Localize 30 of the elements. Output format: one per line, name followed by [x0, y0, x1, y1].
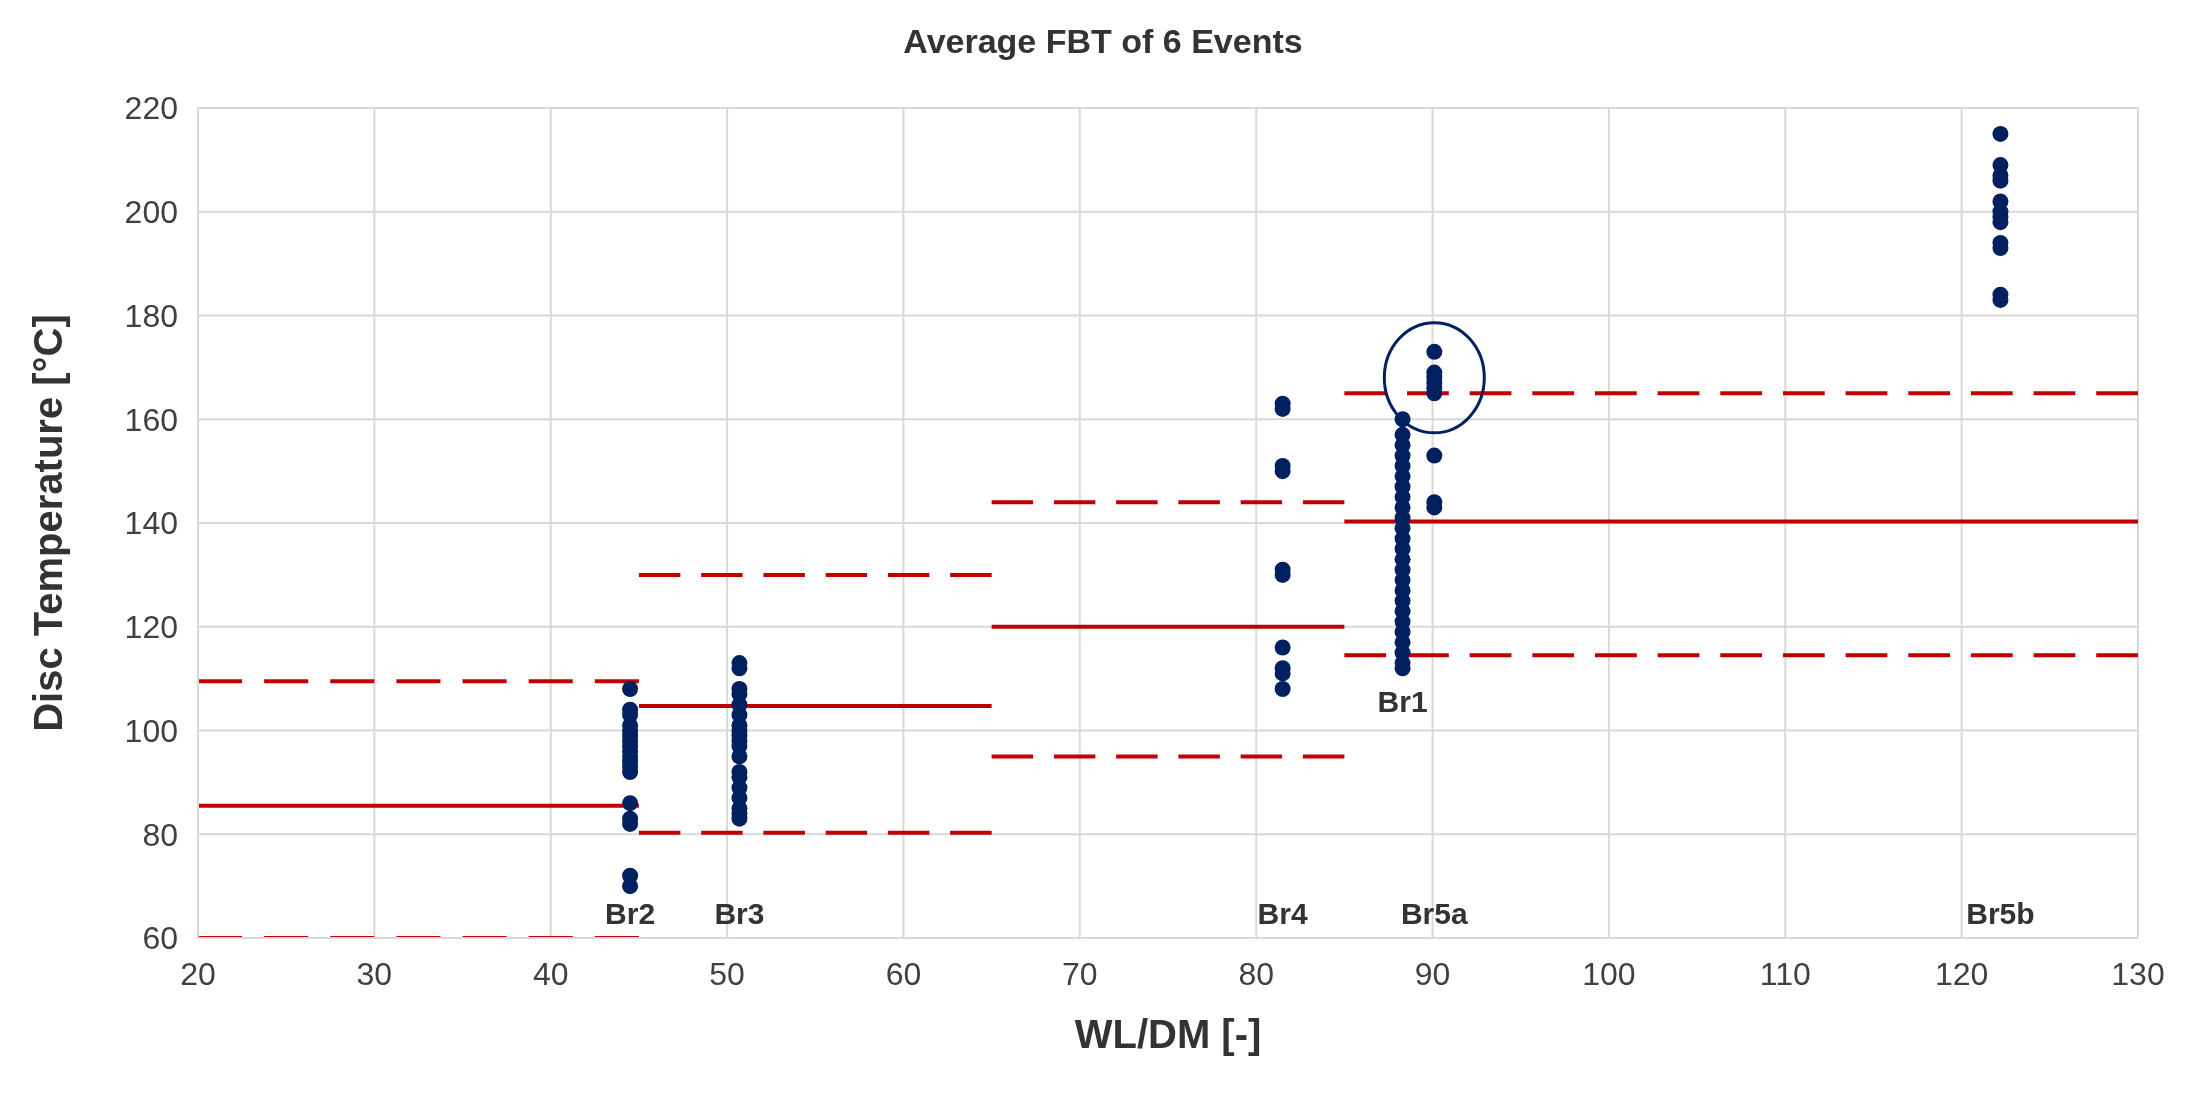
x-tick-label: 50	[709, 955, 745, 992]
x-tick-label: 80	[1238, 955, 1274, 992]
x-tick-label: 130	[2111, 955, 2165, 992]
y-tick-label: 60	[142, 920, 178, 957]
annotation: Br4	[1257, 896, 1308, 930]
y-tick-label: 80	[142, 816, 178, 853]
chart-title: Average FBT of 6 Events	[902, 22, 1304, 61]
annotation: Br5a	[1400, 896, 1468, 930]
annotation: Br3	[714, 896, 765, 930]
y-tick-label: 200	[124, 194, 178, 231]
y-tick-label: 220	[124, 90, 178, 127]
y-tick-label: 140	[124, 505, 178, 542]
annotation: Br5b	[1966, 896, 2035, 930]
annotation: Br2	[605, 896, 656, 930]
x-tick-label: 90	[1414, 955, 1451, 992]
x-tick-label: 60	[885, 955, 922, 992]
x-axis-title: WL/DM [-]	[1074, 1012, 1262, 1056]
x-tick-label: 70	[1062, 955, 1098, 992]
x-tick-label: 40	[532, 955, 569, 992]
y-tick-label: 160	[124, 401, 178, 438]
y-tick-label: 120	[124, 609, 178, 646]
annotation: Br1	[1377, 685, 1428, 719]
y-axis-title: Disc Temperature [°C]	[26, 314, 71, 732]
y-tick-label: 180	[124, 297, 178, 334]
x-tick-label: 120	[1934, 955, 1989, 992]
y-tick-label: 100	[124, 712, 178, 749]
x-tick-label: 30	[356, 955, 393, 992]
x-tick-label: 100	[1582, 955, 1636, 992]
x-tick-label: 20	[180, 955, 216, 992]
x-tick-label: 110	[1759, 955, 1811, 992]
